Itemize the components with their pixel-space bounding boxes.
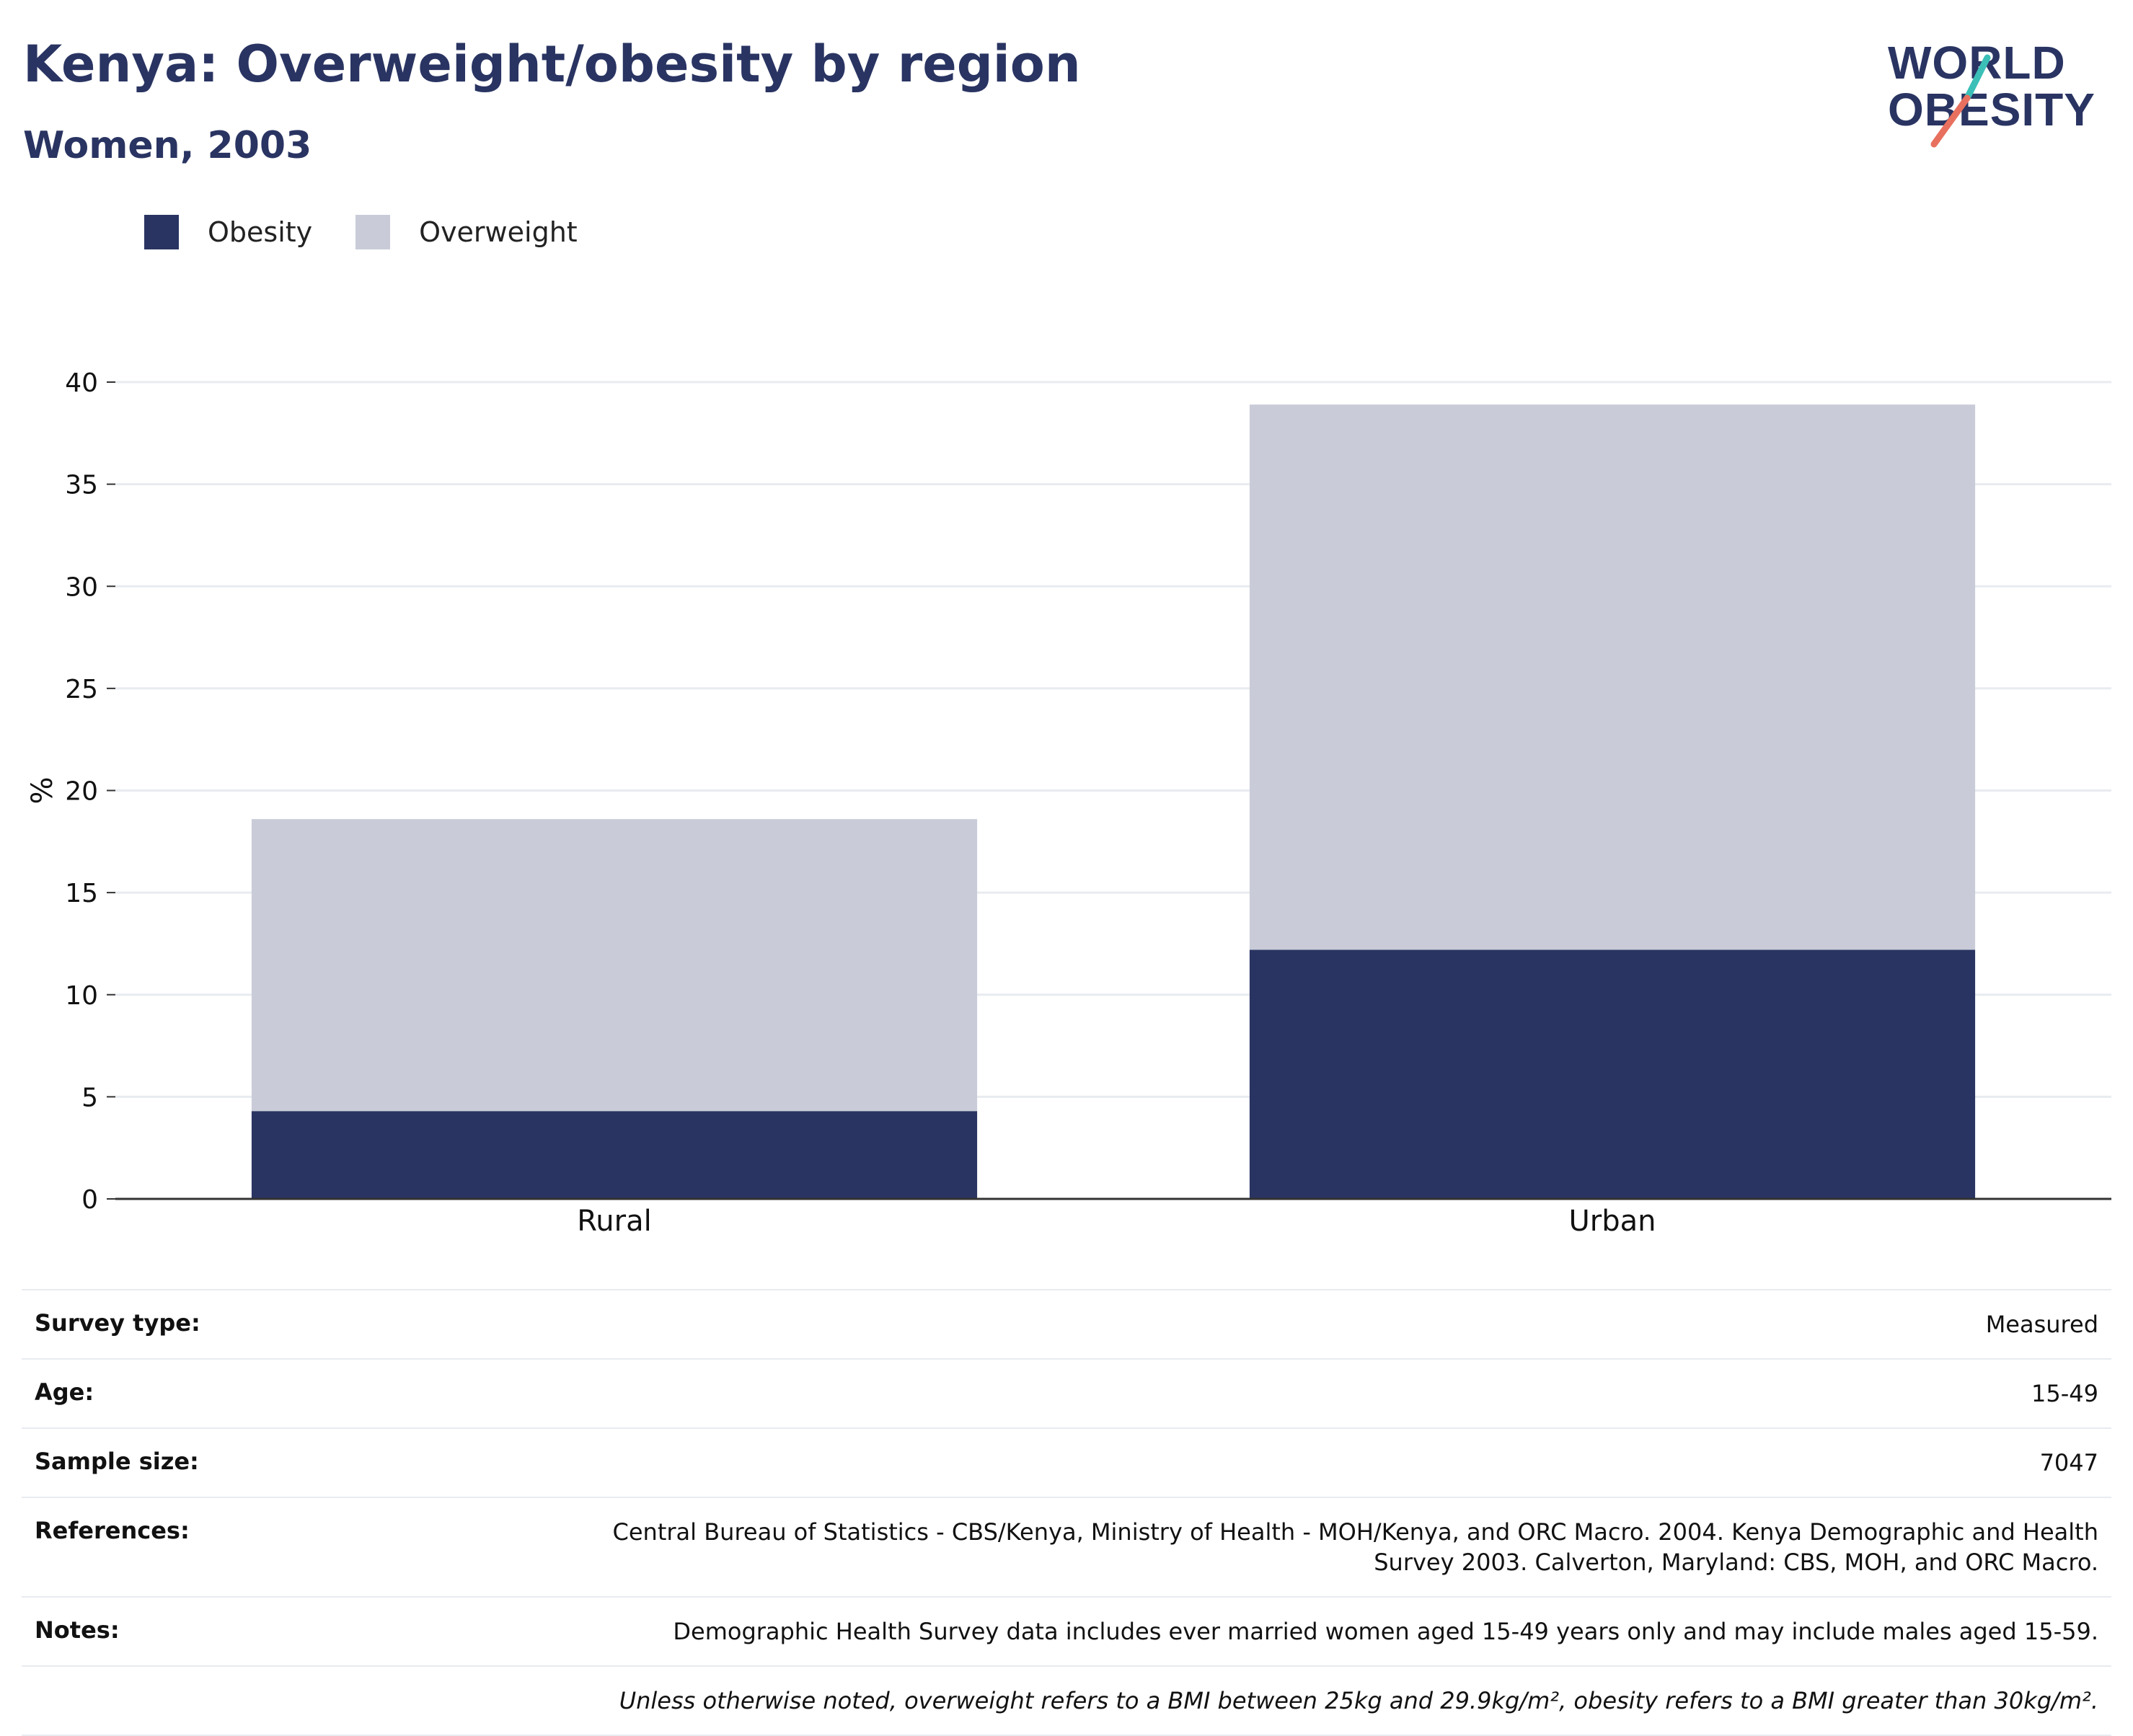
x-tick-label: Rural	[577, 1205, 651, 1238]
page-subtitle: Women, 2003	[23, 124, 312, 167]
y-tick-label: 0	[81, 1185, 98, 1215]
meta-row-survey-type: Survey type: Measured	[22, 1290, 2111, 1360]
logo-text-obesity: OBESITY	[1888, 84, 2096, 136]
meta-value: 7047	[2039, 1449, 2098, 1476]
bar-overweight-urban	[1249, 404, 1976, 950]
legend-swatch-obesity	[144, 215, 179, 249]
meta-row-age: Age: 15-49	[22, 1360, 2111, 1429]
legend-label-obesity: Obesity	[208, 216, 313, 248]
meta-row-definition: Unless otherwise noted, overweight refer…	[22, 1667, 2111, 1736]
meta-key: Notes:	[35, 1616, 120, 1644]
meta-key: Age:	[35, 1378, 94, 1406]
y-tick-label: 35	[65, 471, 98, 500]
y-tick-label: 5	[81, 1083, 98, 1112]
meta-row-sample-size: Sample size: 7047	[22, 1429, 2111, 1498]
y-tick-label: 40	[65, 368, 98, 398]
y-tick-label: 10	[65, 981, 98, 1011]
bar-overweight-rural	[251, 819, 978, 1112]
y-axis-label: %	[26, 776, 59, 804]
y-tick-label: 15	[65, 879, 98, 908]
meta-key: Sample size:	[35, 1448, 199, 1475]
world-obesity-logo: WORLD OBESITY	[1875, 29, 2120, 159]
x-tick-label: Urban	[1569, 1205, 1656, 1238]
meta-row-references: References: Central Bureau of Statistics…	[22, 1498, 2111, 1598]
survey-info-table: Survey type: Measured Age: 15-49 Sample …	[22, 1289, 2111, 1736]
legend-item-overweight[interactable]: Overweight	[356, 215, 578, 249]
bar-obesity-urban	[1249, 949, 1976, 1199]
legend-item-obesity[interactable]: Obesity	[144, 215, 312, 249]
meta-value: 15-49	[2031, 1380, 2098, 1407]
stacked-bar-chart: 0 5 10 15 20 25 30 35 40% Rural Urban	[26, 368, 2111, 1238]
y-tick-label: 25	[65, 675, 98, 704]
meta-value: Measured	[1985, 1311, 2098, 1338]
meta-row-notes: Notes: Demographic Health Survey data in…	[22, 1598, 2111, 1667]
chart-legend: Obesity Overweight	[144, 215, 621, 249]
legend-label-overweight: Overweight	[419, 216, 578, 248]
meta-key: Survey type:	[35, 1309, 200, 1337]
meta-value: Demographic Health Survey data includes …	[673, 1618, 2098, 1645]
meta-value: Central Bureau of Statistics - CBS/Kenya…	[612, 1518, 2098, 1576]
y-tick-label: 30	[65, 572, 98, 602]
bar-obesity-rural	[251, 1111, 978, 1199]
meta-value: Unless otherwise noted, overweight refer…	[619, 1687, 2098, 1714]
meta-key: References:	[35, 1517, 190, 1544]
legend-swatch-overweight	[356, 215, 391, 249]
page-title: Kenya: Overweight/obesity by region	[23, 35, 1081, 94]
y-tick-label: 20	[65, 777, 98, 807]
logo-slash-icon	[1930, 54, 1991, 148]
